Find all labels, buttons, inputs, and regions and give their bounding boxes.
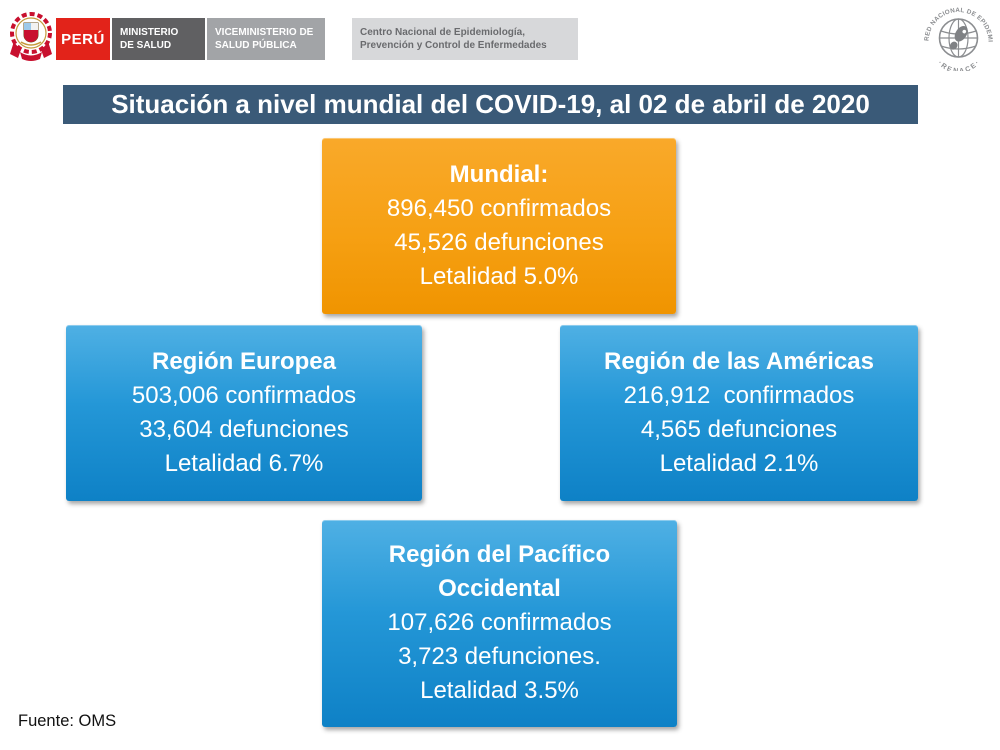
renace-globe-footprint-icon: RED NACIONAL DE EPIDEMIOLOGÍA · R E N A … <box>921 5 993 71</box>
europea-confirmados: 503,006 confirmados <box>131 382 357 409</box>
centro-nacional-box: Centro Nacional de Epidemiología, Preven… <box>352 18 578 60</box>
mundial-defunciones: 45,526 defunciones <box>394 229 604 256</box>
pacifico-title: Región del Pacífico Occidental <box>388 541 611 602</box>
footprint-icon <box>949 25 968 50</box>
americas-title: Región de las Américas <box>604 348 874 375</box>
mundial-title: Mundial: <box>449 161 549 188</box>
svg-text:· R E N A C E ·: · R E N A C E · <box>936 60 981 71</box>
peru-label-box: PERÚ <box>56 18 110 60</box>
slide-title-bar: Situación a nivel mundial del COVID-19, … <box>63 85 918 124</box>
americas-confirmados: 216,912 confirmados <box>623 382 855 409</box>
europea-letalidad: Letalidad 6.7% <box>164 450 324 477</box>
mundial-confirmados: 896,450 confirmados <box>386 195 612 222</box>
pacifico-letalidad: Letalidad 3.5% <box>420 677 579 704</box>
ministerio-label: MINISTERIO DE SALUD <box>120 27 179 51</box>
mundial-letalidad: Letalidad 5.0% <box>419 263 579 290</box>
source-note: Fuente: OMS <box>18 712 117 730</box>
stat-box-region-pacifico: Región del Pacífico Occidental 107,626 c… <box>322 520 677 727</box>
europea-title: Región Europea <box>151 348 337 375</box>
slide-title: Situación a nivel mundial del COVID-19, … <box>111 89 870 119</box>
americas-letalidad: Letalidad 2.1% <box>659 450 819 477</box>
stat-box-region-americas: Región de las Américas 216,912 confirmad… <box>560 325 918 501</box>
pacifico-defunciones: 3,723 defunciones. <box>398 643 601 670</box>
centro-nacional-label: Centro Nacional de Epidemiología, Preven… <box>360 27 547 51</box>
stat-box-region-europea: Región Europea 503,006 confirmados 33,60… <box>66 325 422 501</box>
americas-defunciones: 4,565 defunciones <box>640 416 838 443</box>
renace-arc-bottom-text: · R E N A C E · <box>936 60 981 71</box>
stat-box-mundial: Mundial: 896,450 confirmados 45,526 defu… <box>322 138 676 314</box>
pacifico-confirmados: 107,626 confirmados <box>387 609 612 636</box>
europea-defunciones: 33,604 defunciones <box>139 416 349 443</box>
viceministerio-label: VICEMINISTERIO DE SALUD PÚBLICA <box>215 27 314 51</box>
peru-coat-of-arms-icon <box>10 12 52 61</box>
viceministerio-box: VICEMINISTERIO DE SALUD PÚBLICA <box>207 18 325 60</box>
ministerio-salud-box: MINISTERIO DE SALUD <box>112 18 205 60</box>
peru-label: PERÚ <box>61 30 105 48</box>
